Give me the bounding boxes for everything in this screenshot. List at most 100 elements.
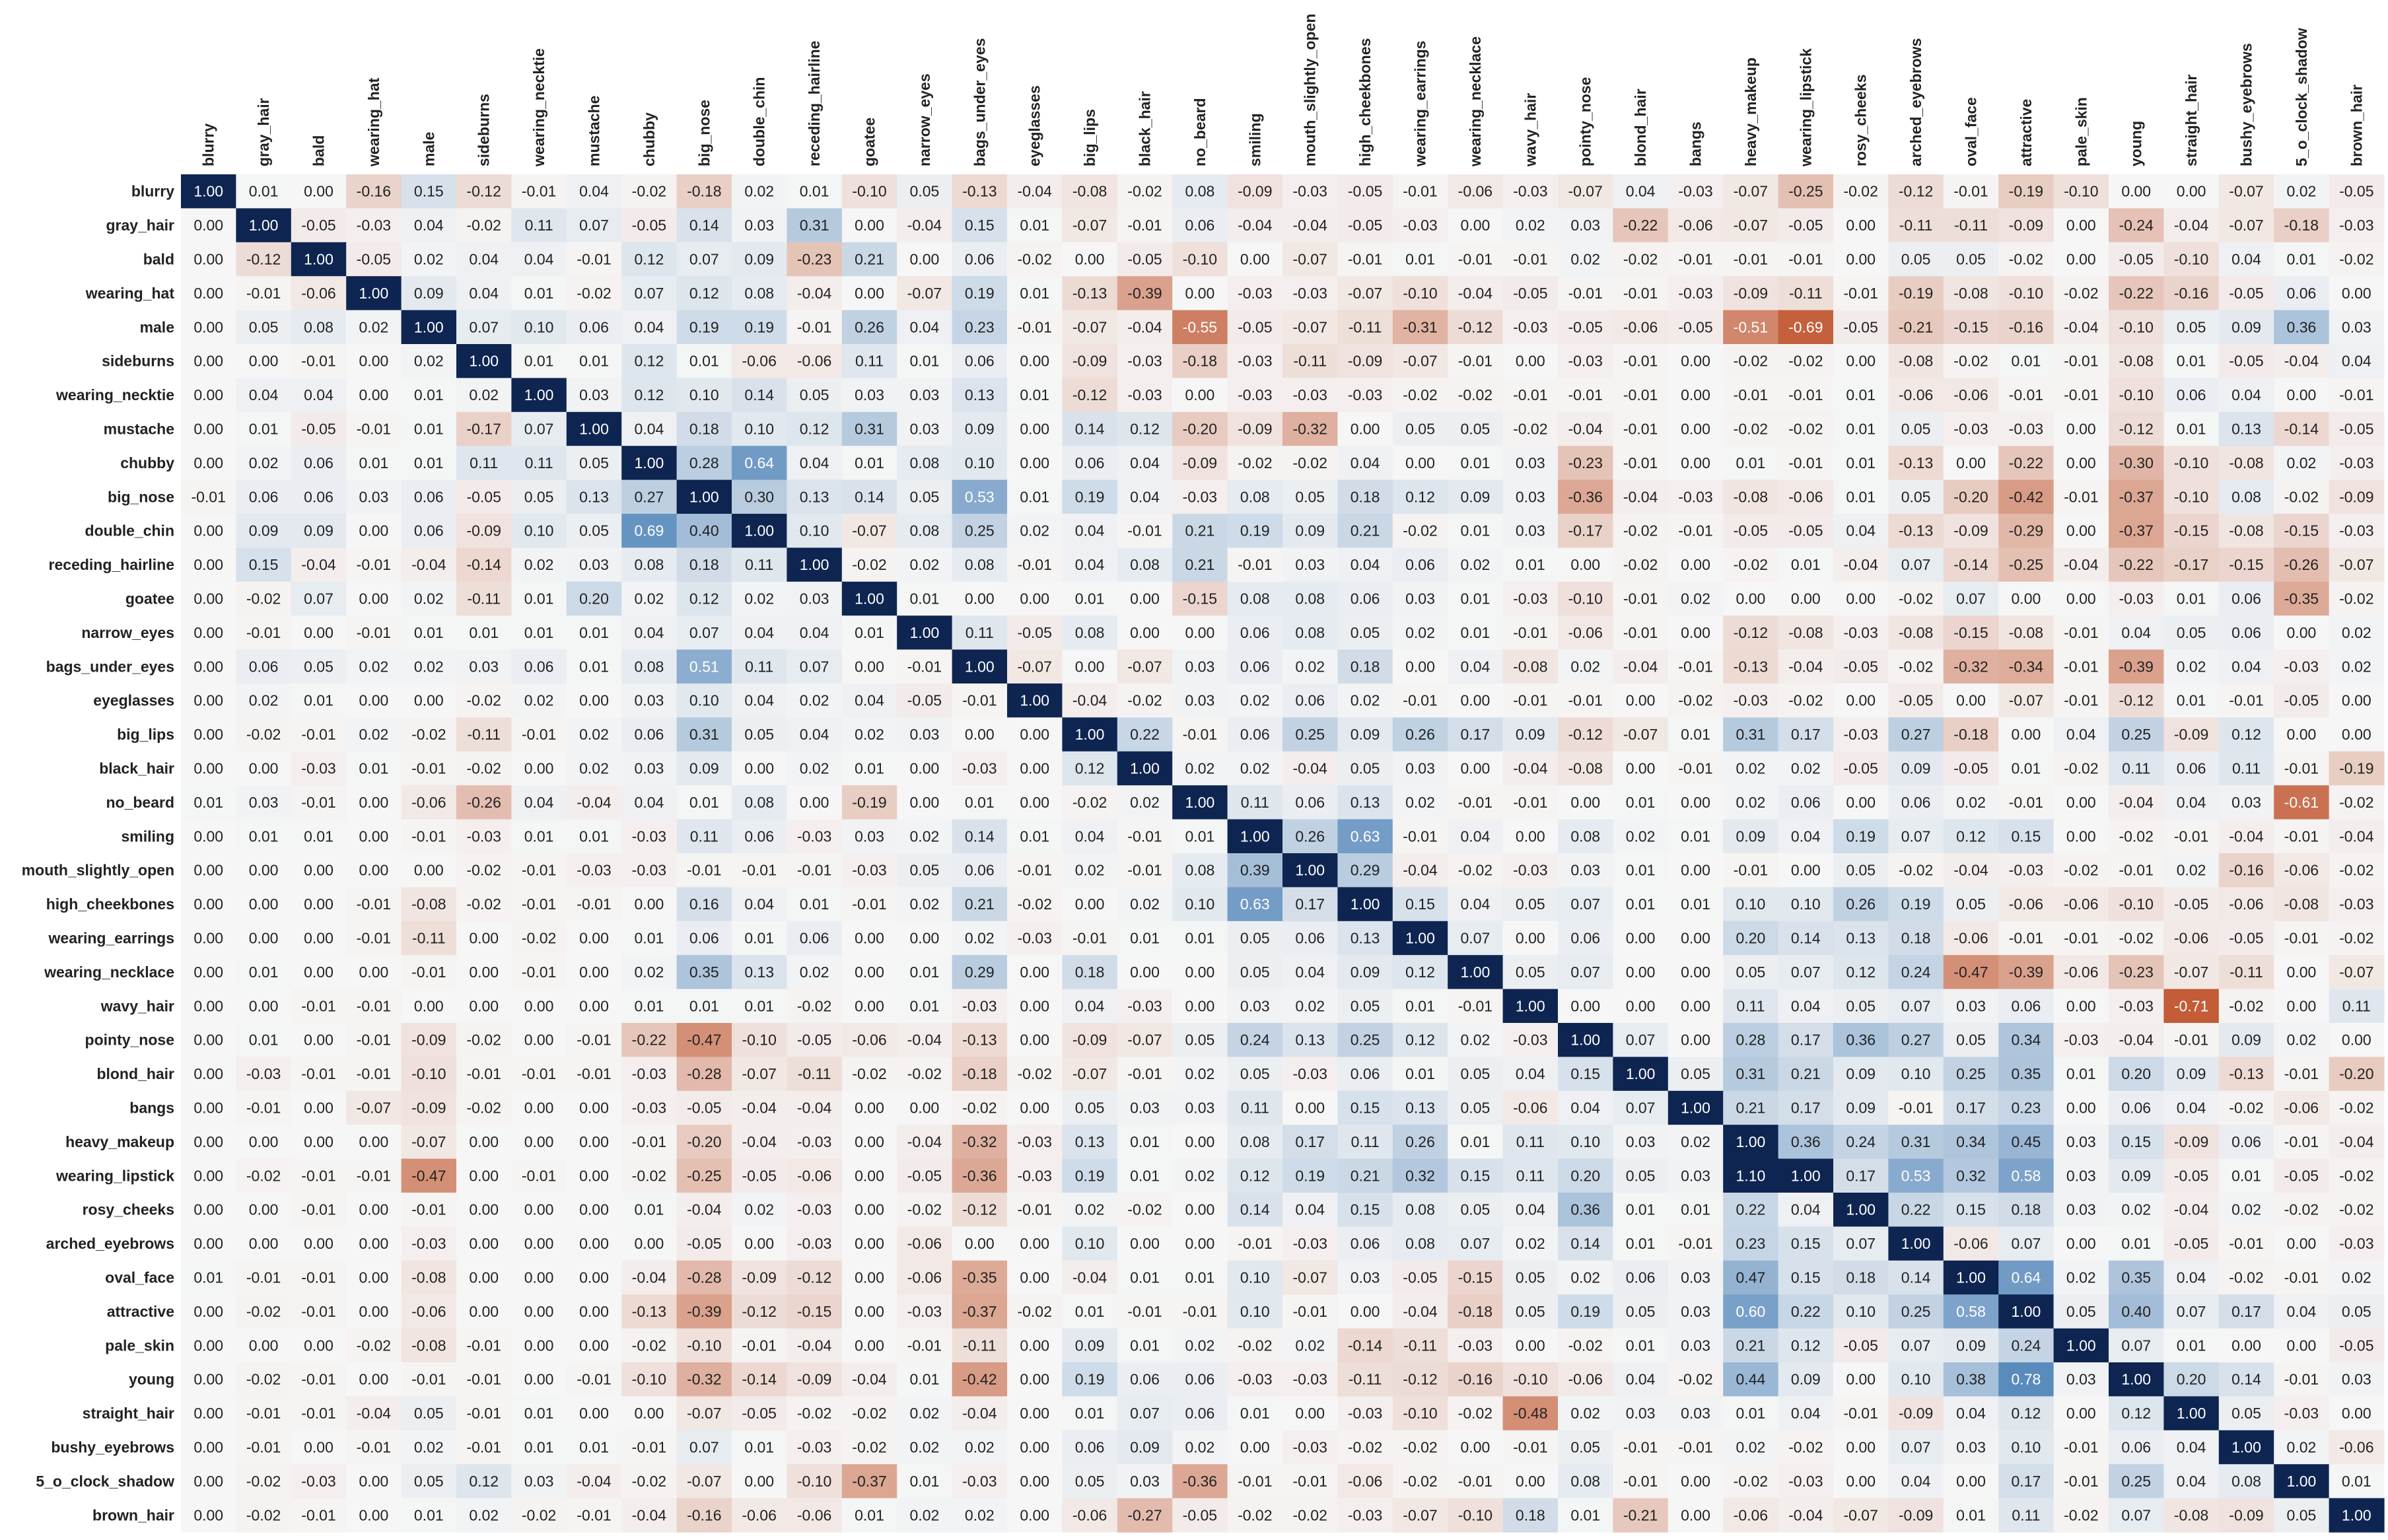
cell-value-label: 0.00 xyxy=(193,930,223,947)
cell-value-label: -0.01 xyxy=(577,1065,611,1082)
cell-value-label: -0.07 xyxy=(2339,556,2373,573)
cell-value-label: -0.24 xyxy=(2119,217,2154,234)
row-label-wearing-hat: wearing_hat xyxy=(85,285,175,302)
heatmap-cell xyxy=(952,479,1008,514)
cell-value-label: -0.36 xyxy=(1568,488,1602,505)
cell-value-label: -0.01 xyxy=(2174,1032,2208,1049)
cell-value-label: -0.23 xyxy=(1568,454,1602,472)
heatmap-cell xyxy=(236,242,292,277)
heatmap-cell xyxy=(787,276,843,311)
heatmap-cell xyxy=(2274,378,2330,413)
heatmap-cell xyxy=(1392,446,1448,481)
cell-value-label: 0.00 xyxy=(1461,760,1491,777)
cell-value-label: -0.01 xyxy=(1678,1235,1712,1252)
cell-value-label: 0.00 xyxy=(249,353,279,370)
row-label-eyeglasses: eyeglasses xyxy=(93,692,174,709)
cell-value-label: 0.07 xyxy=(304,590,334,608)
cell-value-label: -0.02 xyxy=(466,760,501,777)
cell-value-label: -0.08 xyxy=(2009,624,2043,641)
cell-value-label: 0.05 xyxy=(1240,1065,1270,1082)
cell-value-label: -0.06 xyxy=(1072,1506,1107,1523)
cell-value-label: 0.02 xyxy=(1736,1439,1766,1456)
cell-value-label: 0.00 xyxy=(744,1473,774,1490)
cell-value-label: 0.01 xyxy=(1130,1133,1160,1150)
cell-value-label: 0.00 xyxy=(1791,862,1821,879)
cell-value-label: -0.06 xyxy=(1513,1100,1547,1117)
cell-value-label: 0.00 xyxy=(524,1133,554,1150)
heatmap-cell xyxy=(1668,411,1724,446)
cell-value-label: -0.08 xyxy=(411,1337,446,1354)
cell-value-label: -0.02 xyxy=(2064,1506,2098,1523)
heatmap-cell xyxy=(346,276,402,311)
heatmap-cell xyxy=(1998,174,2054,209)
cell-value-label: 0.01 xyxy=(2177,421,2206,438)
cell-value-label: 0.45 xyxy=(2012,1133,2041,1150)
cell-value-label: -0.05 xyxy=(1953,760,1988,777)
cell-value-label: 0.05 xyxy=(910,862,940,879)
cell-value-label: 0.18 xyxy=(1351,658,1380,675)
cell-value-label: -0.16 xyxy=(2009,318,2043,335)
cell-value-label: -0.01 xyxy=(1788,386,1823,403)
cell-value-label: -0.18 xyxy=(687,183,721,200)
heatmap-cell xyxy=(1613,411,1669,446)
cell-value-label: -0.08 xyxy=(2119,353,2153,370)
cell-value-label: -0.01 xyxy=(1292,1473,1327,1490)
heatmap-cell xyxy=(952,208,1008,243)
heatmap-cell xyxy=(1227,378,1283,413)
cell-value-label: 0.02 xyxy=(1295,658,1325,675)
heatmap-cell xyxy=(346,547,402,582)
heatmap-cell xyxy=(2163,446,2220,481)
heatmap-cell xyxy=(1117,378,1173,413)
row-label-big-lips: big_lips xyxy=(117,726,174,743)
cell-value-label: -0.11 xyxy=(1899,217,1933,234)
cell-value-label: 0.15 xyxy=(2121,1133,2151,1150)
heatmap-cell xyxy=(897,310,953,345)
cell-value-label: 0.01 xyxy=(1185,1269,1215,1286)
heatmap-cell xyxy=(456,276,512,311)
cell-value-label: 0.08 xyxy=(965,556,995,573)
heatmap-cell xyxy=(1668,514,1724,548)
cell-value-label: 0.02 xyxy=(2066,1269,2096,1286)
cell-value-label: -0.18 xyxy=(1458,1303,1493,1320)
heatmap-cell xyxy=(1282,344,1338,378)
heatmap-cell xyxy=(1227,276,1283,311)
cell-value-label: 0.02 xyxy=(1570,251,1600,268)
cell-value-label: -0.05 xyxy=(1348,217,1382,234)
cell-value-label: 0.08 xyxy=(1570,827,1600,845)
cell-value-label: 0.19 xyxy=(1075,1371,1105,1388)
cell-value-label: -0.01 xyxy=(1238,556,1272,573)
cell-value-label: -0.05 xyxy=(466,488,501,505)
heatmap-cell xyxy=(2218,310,2274,345)
cell-value-label: -0.04 xyxy=(1017,183,1052,200)
cell-value-label: 0.02 xyxy=(414,590,444,608)
cell-value-label: -0.11 xyxy=(2230,963,2263,981)
cell-value-label: -0.09 xyxy=(1899,1506,1933,1523)
heatmap-cell xyxy=(2329,310,2385,345)
cell-value-label: 0.01 xyxy=(579,827,609,845)
heatmap-cell xyxy=(236,514,292,548)
cell-value-label: -0.01 xyxy=(301,1167,335,1184)
heatmap-cell xyxy=(841,514,897,548)
cell-value-label: 0.31 xyxy=(800,217,829,234)
cell-value-label: -0.05 xyxy=(2284,692,2319,709)
cell-value-label: -0.03 xyxy=(1292,1371,1327,1388)
cell-value-label: 0.01 xyxy=(2121,1235,2151,1252)
heatmap-cell xyxy=(2109,344,2164,378)
heatmap-cell xyxy=(511,276,567,311)
heatmap-cell xyxy=(1998,242,2054,277)
cell-value-label: -0.01 xyxy=(907,1337,942,1354)
cell-value-label: -0.01 xyxy=(2064,1473,2098,1490)
cell-value-label: -0.06 xyxy=(797,1167,831,1184)
heatmap-cell xyxy=(1833,310,1889,345)
heatmap-cell xyxy=(1282,446,1338,481)
cell-value-label: 0.06 xyxy=(965,251,995,268)
heatmap-cell xyxy=(1448,547,1504,582)
cell-value-label: 0.21 xyxy=(965,895,995,913)
cell-value-label: -0.01 xyxy=(797,862,831,879)
cell-value-label: 0.00 xyxy=(304,1439,334,1456)
cell-value-label: 0.00 xyxy=(579,692,609,709)
heatmap-cell xyxy=(676,208,732,243)
heatmap-cell xyxy=(1337,174,1393,209)
cell-value-label: -0.05 xyxy=(2174,1235,2208,1252)
cell-value-label: 0.00 xyxy=(1295,1405,1325,1422)
